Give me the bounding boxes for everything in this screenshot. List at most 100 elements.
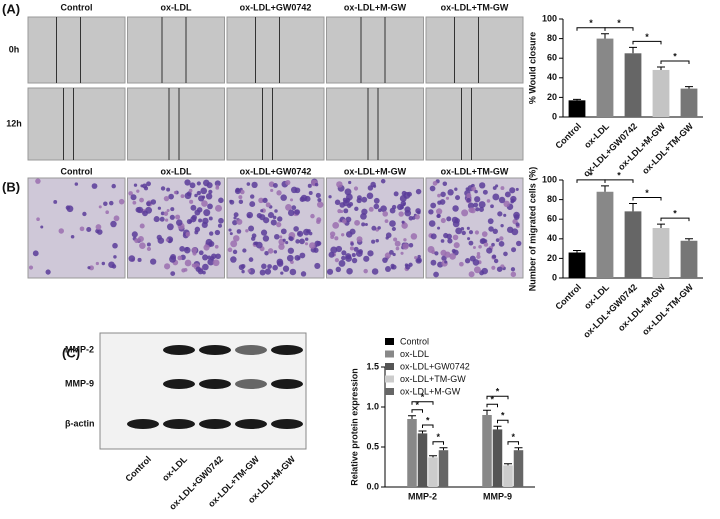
cell	[203, 244, 210, 251]
blot-band	[271, 419, 303, 429]
blot-band	[163, 345, 195, 355]
cell	[345, 253, 352, 260]
significance-label: *	[673, 51, 677, 61]
cell	[432, 180, 438, 186]
bar	[568, 100, 586, 117]
cell	[214, 244, 219, 249]
cell	[285, 241, 289, 245]
cell	[246, 211, 253, 219]
cell	[449, 253, 456, 260]
y-tick-label: 80	[547, 194, 557, 204]
cell	[467, 237, 471, 241]
cell	[337, 209, 342, 214]
cell	[128, 255, 136, 262]
significance-label: *	[645, 188, 649, 198]
cell	[118, 198, 125, 205]
y-axis-label: Relative protein expression	[349, 368, 359, 486]
cell	[290, 198, 294, 202]
cell	[468, 230, 474, 235]
cell	[334, 236, 339, 241]
cell	[491, 265, 496, 270]
cell	[472, 245, 476, 250]
cell	[264, 268, 272, 275]
legend-swatch	[385, 375, 394, 383]
cell	[280, 271, 284, 275]
cell	[380, 178, 386, 184]
blot-lane-label: Control	[123, 454, 153, 484]
blot-row-label: MMP-2	[65, 344, 94, 354]
cell	[113, 215, 120, 222]
cell	[434, 251, 439, 256]
cell	[408, 215, 414, 221]
column-label: Control	[61, 2, 93, 12]
cell	[495, 184, 499, 188]
cell	[274, 209, 278, 213]
cell	[342, 219, 347, 224]
y-tick-label: 60	[547, 214, 557, 224]
row-label: 0h	[9, 44, 20, 54]
x-tick-label: ox-LDL+TM-GW	[640, 121, 695, 176]
blot-frame	[99, 332, 307, 450]
cell	[455, 227, 463, 235]
cell	[417, 259, 422, 263]
cell	[135, 207, 141, 213]
cell	[328, 195, 332, 199]
cell	[236, 218, 243, 225]
cell	[242, 248, 247, 253]
cell	[498, 241, 505, 247]
cell	[452, 220, 460, 228]
cell	[307, 229, 311, 233]
cell	[272, 215, 277, 220]
cell	[481, 267, 488, 275]
cell	[146, 201, 151, 207]
cell	[261, 263, 267, 270]
blot-row-label: β-actin	[65, 418, 95, 428]
cell	[430, 233, 437, 240]
cell	[146, 181, 151, 187]
cell	[366, 192, 374, 200]
cell	[241, 269, 245, 274]
significance-label: *	[617, 170, 621, 180]
cell	[228, 228, 232, 232]
cell	[471, 186, 477, 192]
cell	[200, 187, 208, 195]
cell	[304, 237, 309, 241]
blot-band	[163, 419, 195, 429]
cell	[160, 186, 166, 191]
column-label: ox-LDL+TM-GW	[441, 2, 509, 12]
cell	[510, 198, 515, 203]
cell	[196, 190, 202, 196]
cell	[468, 271, 475, 278]
significance-bracket	[411, 401, 434, 405]
cell	[255, 241, 263, 249]
cell	[35, 178, 41, 184]
blot-band	[199, 419, 231, 429]
cell	[482, 189, 488, 195]
cell	[192, 251, 197, 256]
cell	[229, 232, 233, 236]
error-bar	[483, 409, 491, 415]
cell	[175, 214, 181, 220]
cell	[163, 195, 170, 202]
cell	[354, 206, 359, 212]
cell	[279, 235, 283, 239]
cell	[377, 208, 382, 213]
cell	[353, 246, 359, 252]
cell	[466, 193, 472, 199]
cell	[446, 233, 452, 240]
cell	[74, 182, 79, 186]
cell	[230, 240, 238, 248]
cell	[166, 209, 170, 213]
y-tick-label: 1.0	[366, 401, 379, 411]
cell	[308, 191, 313, 195]
cell	[36, 217, 40, 222]
cell	[440, 239, 445, 243]
cell	[493, 258, 499, 264]
cell	[326, 268, 334, 275]
cell	[103, 201, 108, 206]
cell	[207, 255, 212, 260]
cell	[478, 245, 482, 249]
column-label: ox-LDL+M-GW	[344, 166, 407, 176]
bar	[568, 252, 586, 278]
y-axis-label: Number of migrated cells (%)	[527, 167, 537, 292]
